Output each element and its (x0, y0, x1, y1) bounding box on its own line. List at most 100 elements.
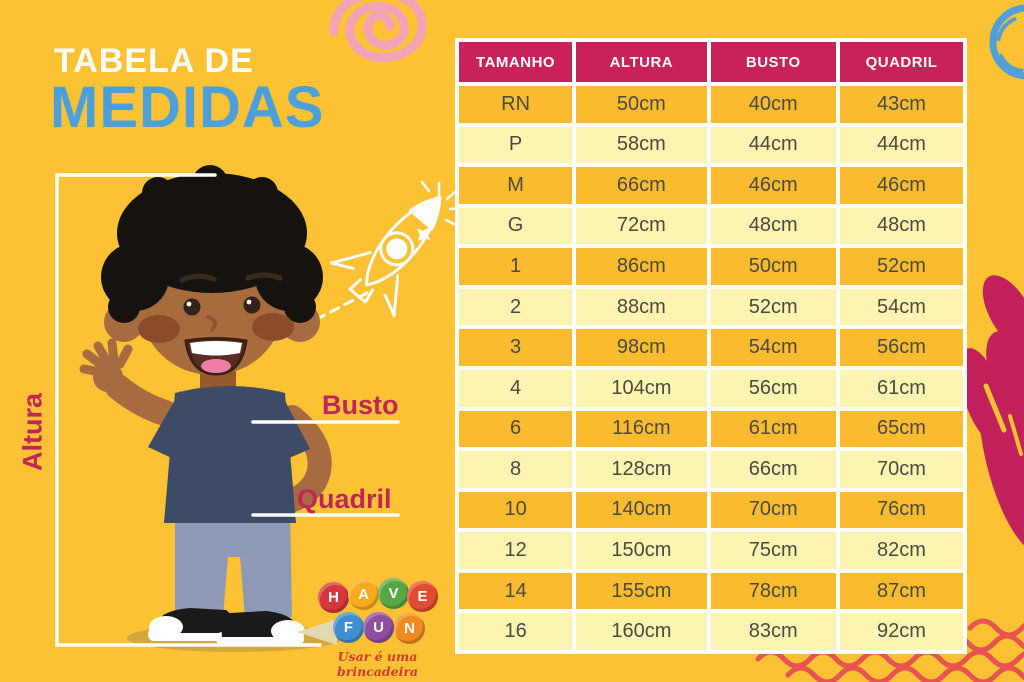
table-cell: 78cm (710, 572, 836, 610)
table-cell: 75cm (710, 532, 836, 569)
table-cell: 56cm (839, 329, 963, 366)
logo-ball-h: H (318, 582, 349, 613)
table-row: 3 98cm 54cm 56cm (459, 329, 963, 366)
boy-illustration (55, 165, 400, 652)
table-cell: 61cm (839, 369, 963, 407)
boy-eyebrow-right (245, 272, 283, 281)
table-header-row: TAMANHO ALTURA BUSTO QUADRIL (459, 42, 963, 82)
header-tamanho: TAMANHO (459, 42, 573, 82)
boy-hip-arm (278, 405, 332, 513)
table-row: 12 150cm 75cm 82cm (459, 532, 963, 569)
boy-eye-right (243, 296, 261, 314)
table-cell: 4 (459, 369, 573, 407)
logo-tagline: Usar é uma brincadeira (337, 649, 418, 679)
table-cell: 46cm (710, 167, 836, 204)
table-cell: 2 (459, 288, 573, 326)
table-cell: 128cm (576, 451, 707, 488)
table-cell: 50cm (576, 86, 707, 123)
table-cell: 83cm (710, 613, 836, 650)
table-cell: 104cm (576, 369, 707, 407)
size-table-container: TAMANHO ALTURA BUSTO QUADRIL RN 50cm 40cm 4… (455, 38, 967, 654)
table-row: 4 104cm 56cm 61cm (459, 369, 963, 407)
table-cell: 87cm (839, 572, 963, 610)
boy-eye-left (183, 298, 201, 316)
logo-ball-e: E (407, 581, 438, 612)
logo-ball-u: U (363, 612, 394, 643)
table-row: 8 128cm 66cm 70cm (459, 451, 963, 488)
table-row: M 66cm 46cm 46cm (459, 167, 963, 204)
quadril-label: Quadril (297, 484, 392, 514)
measurement-lines (55, 173, 400, 647)
boy-cheek-right (252, 313, 294, 341)
boy-shirt (148, 386, 310, 523)
header-busto: BUSTO (710, 42, 836, 82)
table-cell: 44cm (839, 126, 963, 164)
page-title-line2: MEDIDAS (50, 75, 325, 140)
boy-shoe-right (216, 611, 305, 645)
table-row: P 58cm 44cm 44cm (459, 126, 963, 164)
table-cell: 140cm (576, 491, 707, 529)
boy-head (101, 165, 323, 376)
table-cell: 61cm (710, 410, 836, 448)
logo-ball-a: A (348, 579, 379, 610)
table-cell: 116cm (576, 410, 707, 448)
boy-jeans (175, 505, 292, 617)
table-cell: M (459, 167, 573, 204)
boy-shoe-left (148, 608, 236, 641)
table-cell: 3 (459, 329, 573, 366)
header-quadril: QUADRIL (839, 42, 963, 82)
pink-spiral-icon (329, 0, 427, 62)
table-cell: 12 (459, 532, 573, 569)
altura-bracket (55, 173, 322, 647)
altura-label: Altura (17, 392, 48, 472)
rocket-trail (319, 291, 369, 319)
table-cell: 54cm (710, 329, 836, 366)
table-cell: 44cm (710, 126, 836, 164)
logo-ball-n: N (394, 613, 425, 644)
table-cell: 8 (459, 451, 573, 488)
table-row: 6 116cm 61cm 65cm (459, 410, 963, 448)
table-cell: 65cm (839, 410, 963, 448)
table-cell: 16 (459, 613, 573, 650)
table-cell: 88cm (576, 288, 707, 326)
rocket-window (379, 231, 415, 267)
table-cell: 58cm (576, 126, 707, 164)
table-cell: RN (459, 86, 573, 123)
table-row: 14 155cm 78cm 87cm (459, 572, 963, 610)
table-cell: 48cm (839, 207, 963, 245)
table-row: G 72cm 48cm 48cm (459, 207, 963, 245)
table-cell: 160cm (576, 613, 707, 650)
table-cell: 50cm (710, 248, 836, 285)
size-table-body: RN 50cm 40cm 43cm P 58cm 44cm 44cm M 66cm 46cm 46cm… (459, 86, 963, 650)
table-cell: 52cm (710, 288, 836, 326)
table-cell: 48cm (710, 207, 836, 245)
table-cell: 150cm (576, 532, 707, 569)
blue-scribble-circle-icon (989, 4, 1024, 80)
size-table: TAMANHO ALTURA BUSTO QUADRIL RN 50cm 40cm 4… (455, 38, 967, 654)
table-cell: 86cm (576, 248, 707, 285)
table-cell: 66cm (576, 167, 707, 204)
table-cell: 155cm (576, 572, 707, 610)
boy-cheek-left (138, 315, 180, 343)
table-cell: 66cm (710, 451, 836, 488)
table-cell: 52cm (839, 248, 963, 285)
table-cell: 92cm (839, 613, 963, 650)
table-cell: 10 (459, 491, 573, 529)
boy-eyebrow-left (179, 273, 217, 283)
table-cell: 46cm (839, 167, 963, 204)
logo-ball-v: V (378, 578, 409, 609)
header-altura: ALTURA (576, 42, 707, 82)
boy-nose (206, 315, 218, 332)
table-cell: 43cm (839, 86, 963, 123)
table-row: 16 160cm 83cm 92cm (459, 613, 963, 650)
table-row: RN 50cm 40cm 43cm (459, 86, 963, 123)
table-cell: 72cm (576, 207, 707, 245)
table-cell: 56cm (710, 369, 836, 407)
boy-hair (101, 165, 323, 323)
table-cell: 76cm (839, 491, 963, 529)
table-cell: 14 (459, 572, 573, 610)
logo-ball-f: F (333, 612, 364, 643)
rocket-doodle-icon (319, 180, 464, 319)
table-cell: 40cm (710, 86, 836, 123)
